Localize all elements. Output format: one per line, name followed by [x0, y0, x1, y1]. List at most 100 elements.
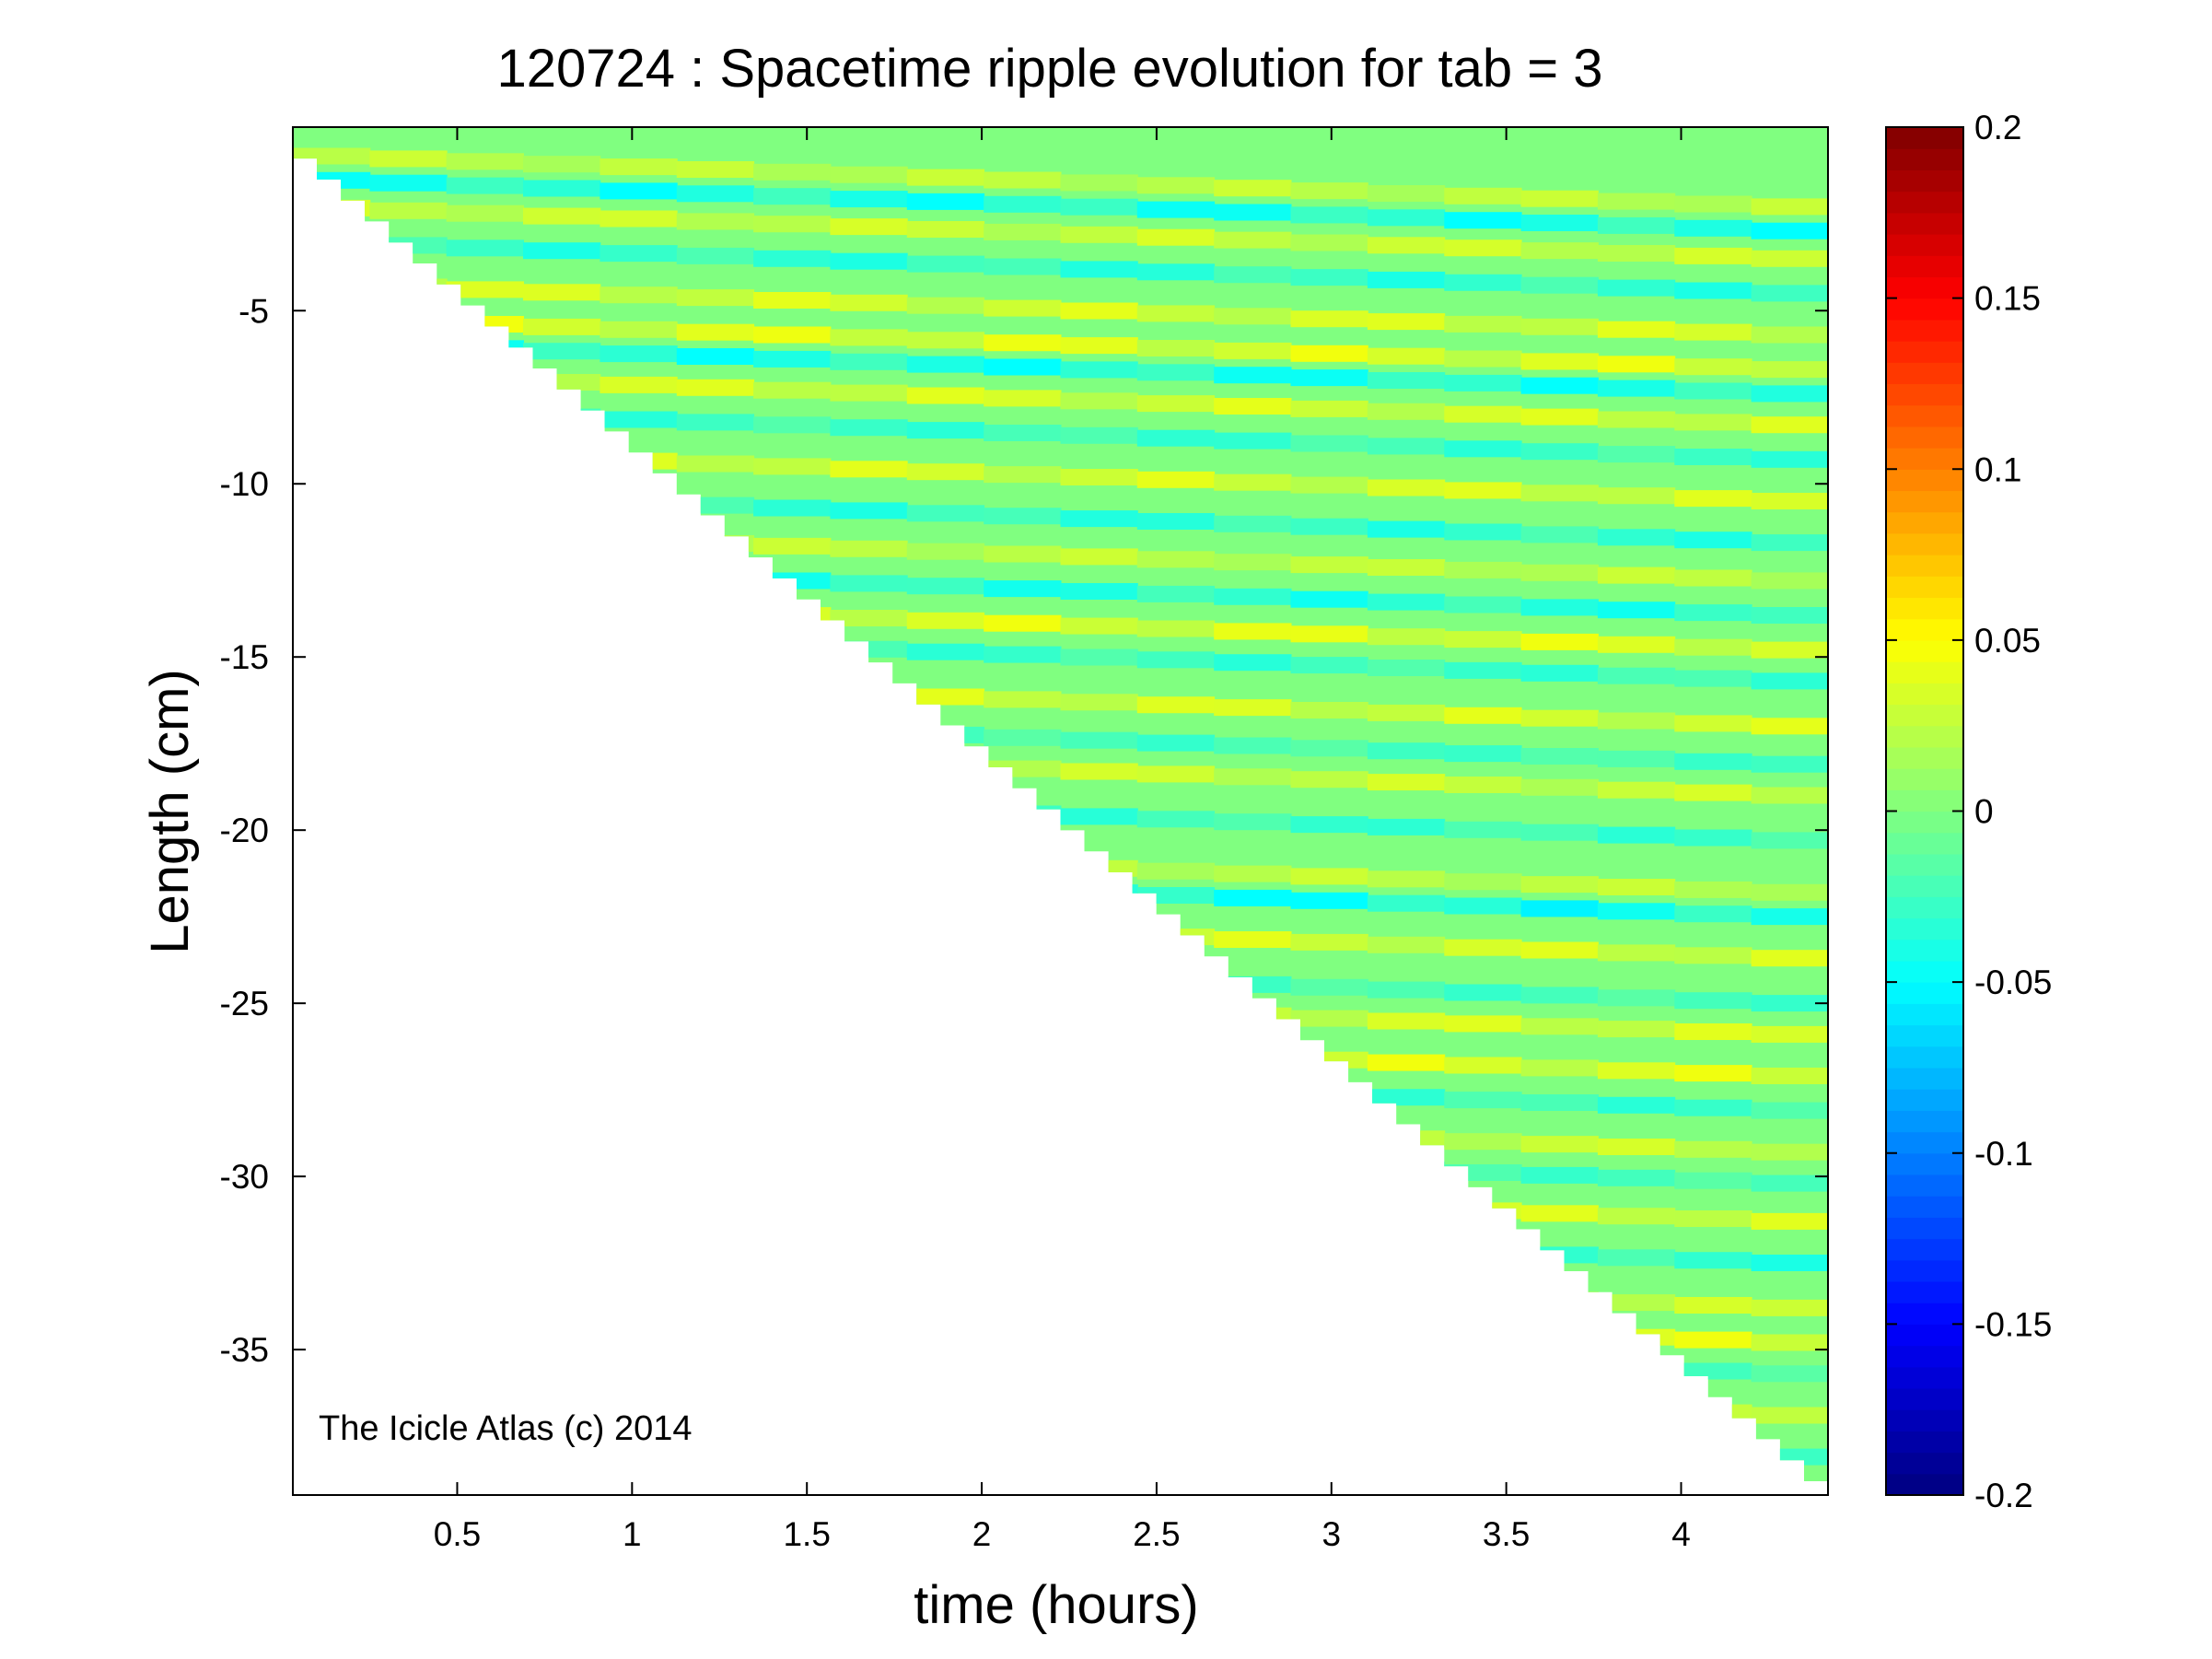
colorbar-swatch [1886, 811, 1963, 834]
ripple-cell [906, 221, 985, 238]
ripple-cell [1136, 887, 1216, 904]
ripple-cell [1751, 1102, 1828, 1119]
ripple-cell [600, 210, 678, 228]
colorbar-swatch [1886, 597, 1963, 620]
colorbar-swatch [1886, 1345, 1963, 1368]
colorbar-swatch [1886, 746, 1963, 769]
colorbar-swatch [1886, 448, 1963, 470]
ripple-cell [1520, 215, 1599, 231]
ripple-cell [523, 207, 601, 225]
ripple-cell [1060, 198, 1138, 216]
ripple-cell [1674, 829, 1752, 847]
colorbar-swatch [1886, 1152, 1963, 1175]
ripple-cell [1674, 1023, 1752, 1040]
colorbar-swatch [1886, 725, 1963, 748]
colorbar-swatch [1886, 1174, 1963, 1197]
ripple-cell [1751, 755, 1828, 773]
ripple-cell [1290, 556, 1368, 574]
ripple-cell [1060, 648, 1138, 666]
ripple-cell [1214, 699, 1292, 717]
ripple-cell [1367, 372, 1446, 389]
colorbar-tick-label: 0 [1974, 793, 1994, 831]
ripple-cell [984, 195, 1062, 213]
ripple-cell [1520, 709, 1599, 727]
ripple-cell [1674, 282, 1752, 299]
ripple-cell [523, 343, 601, 360]
ripple-cell [1597, 446, 1676, 463]
ripple-cell [1751, 1255, 1828, 1271]
ripple-cell [1367, 870, 1446, 888]
x-axis-title: time (hours) [914, 1575, 1198, 1635]
ripple-cell [1597, 903, 1676, 920]
ripple-cell [1520, 190, 1599, 207]
colorbar-swatch [1886, 511, 1963, 534]
ripple-cell [1060, 808, 1138, 825]
ripple-cell [984, 508, 1062, 525]
ripple-cell [830, 461, 908, 478]
y-tick-label: -25 [220, 985, 269, 1022]
ripple-cell [676, 213, 755, 230]
ripple-cell [1214, 813, 1292, 831]
ripple-cell [984, 390, 1062, 407]
ripple-cell [1520, 526, 1599, 543]
ripple-cell [984, 646, 1062, 663]
colorbar-swatch [1886, 234, 1963, 256]
ripple-cell [1751, 450, 1828, 468]
ripple-cell [830, 191, 908, 208]
ripple-cell [1290, 369, 1368, 387]
ripple-cell [1674, 992, 1752, 1010]
ripple-cell [1520, 1059, 1599, 1077]
colorbar-swatch [1886, 576, 1963, 599]
ripple-cell [446, 177, 524, 194]
ripple-cell [1751, 1334, 1828, 1351]
ripple-cell [906, 356, 985, 373]
colorbar-swatch [1886, 255, 1963, 278]
ripple-cell [1060, 583, 1138, 600]
ripple-cell [830, 353, 908, 370]
colorbar-swatch [1886, 1238, 1963, 1261]
ripple-cell [1444, 1057, 1522, 1074]
ripple-cell [600, 286, 678, 304]
ripple-cell [1674, 358, 1752, 376]
colorbar-swatch [1886, 191, 1963, 214]
ripple-cell [753, 416, 832, 434]
heatmap-data [293, 127, 1828, 1481]
ripple-cell [1444, 631, 1522, 648]
colorbar-swatch [1886, 341, 1963, 363]
ripple-cell [1367, 347, 1446, 365]
ripple-cell [1214, 308, 1292, 325]
ripple-cell [1520, 377, 1599, 394]
ripple-cell [676, 455, 755, 473]
ripple-cell [1674, 947, 1752, 964]
ripple-cell [906, 688, 985, 706]
ripple-cell [1290, 816, 1368, 834]
colorbar-swatch [1886, 1324, 1963, 1347]
ripple-cell [1674, 881, 1752, 898]
ripple-cell [1136, 201, 1216, 218]
ripple-cell [984, 223, 1062, 240]
ripple-cell [1674, 670, 1752, 687]
ripple-cell [1674, 1331, 1752, 1349]
ripple-cell [984, 425, 1062, 441]
y-tick-label: -10 [220, 465, 269, 503]
ripple-cell [1290, 206, 1368, 224]
ripple-cell [984, 691, 1062, 708]
ripple-cell [1597, 1096, 1676, 1114]
ripple-cell [676, 414, 755, 431]
ripple-cell [830, 218, 908, 236]
ripple-cell [1367, 593, 1446, 611]
ripple-cell [1444, 374, 1522, 391]
ripple-cell [1136, 651, 1216, 669]
ripple-cell [1597, 1249, 1676, 1267]
colorbar-swatch [1886, 939, 1963, 962]
ripple-cell [1751, 672, 1828, 690]
ripple-cell [523, 242, 601, 260]
colorbar-swatch [1886, 875, 1963, 897]
colorbar-swatch [1886, 1431, 1963, 1454]
ripple-cell [1290, 234, 1368, 251]
ripple-cell [1136, 765, 1216, 783]
colorbar-swatch [1886, 1452, 1963, 1475]
ripple-cell [600, 245, 678, 263]
ripple-cell [1136, 305, 1216, 322]
ripple-cell [1060, 763, 1138, 780]
